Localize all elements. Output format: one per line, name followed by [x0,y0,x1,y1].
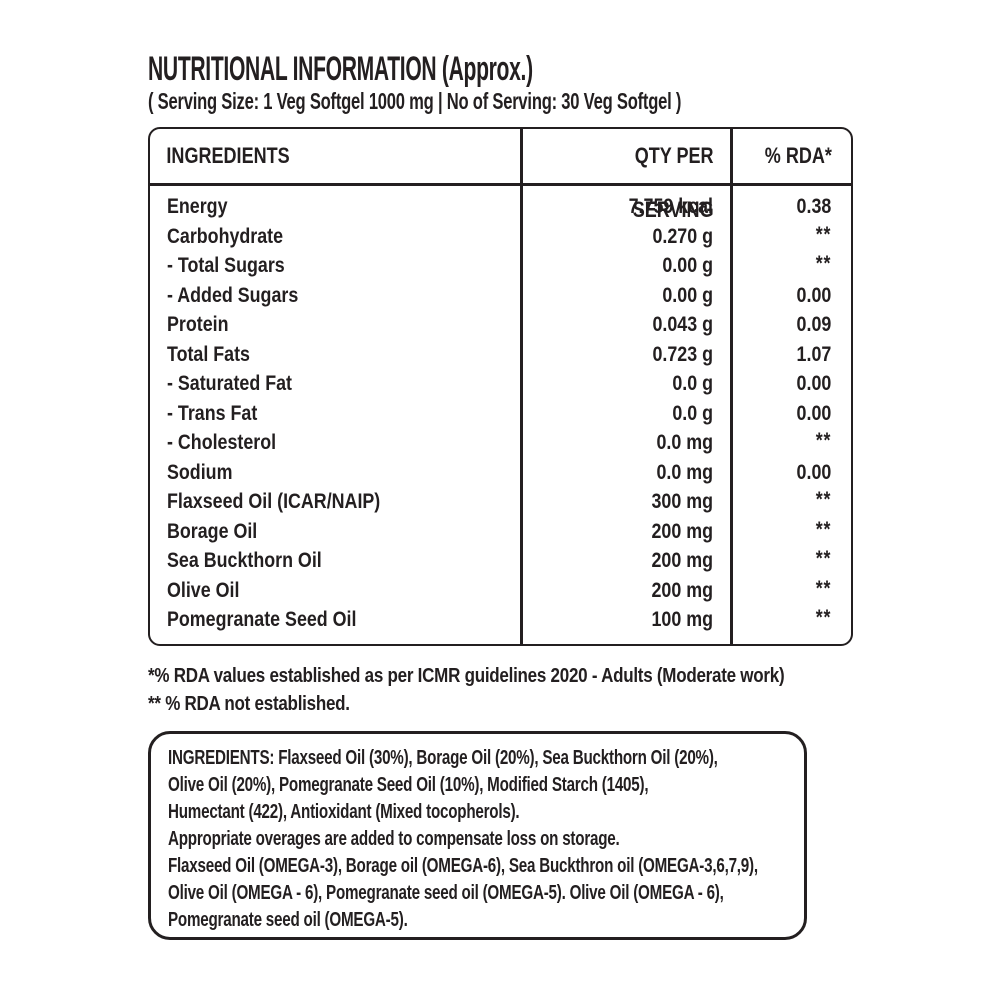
qty-per-serving-value: 0.0 g [672,401,713,425]
nutrition-table: INGREDIENTS QTY PER SERVING % RDA* Energ… [148,127,853,646]
qty-per-serving-value: 0.270 g [652,224,713,248]
table-row: Pomegranate Seed Oil 100 mg ** [150,605,851,635]
column-divider-1 [520,129,523,644]
qty-per-serving-value: 100 mg [651,608,713,631]
ingredients-box-line: Olive Oil (20%), Pomegranate Seed Oil (1… [168,774,649,796]
rda-value: 0.00 [796,372,832,395]
ingredient-name: Energy [167,195,228,218]
ingredients-box-line: Appropriate overages are added to compen… [168,828,620,850]
rda-value: 0.00 [796,283,832,307]
qty-per-serving-value: 200 mg [651,549,713,572]
ingredients-text: INGREDIENTS: Flaxseed Oil (30%), Borage … [168,745,804,934]
serving-size-line: ( Serving Size: 1 Veg Softgel 1000 mg | … [148,88,682,114]
table-row: Energy 7.759 kcal 0.38 [150,192,851,222]
rda-footnotes: *% RDA values established as per ICMR gu… [148,662,897,718]
rda-value: ** [815,222,832,246]
ingredient-name: Sea Buckthorn Oil [167,549,322,572]
rda-value: 0.00 [796,460,832,484]
rda-value: 0.00 [796,401,832,425]
ingredients-box-line: Humectant (422), Antioxidant (Mixed toco… [168,801,520,823]
footnote-line: ** % RDA not established. [148,693,350,715]
rda-value: ** [815,547,832,570]
qty-per-serving-value: 200 mg [651,519,713,543]
qty-per-serving-value: 0.723 g [652,342,713,366]
footnote-line: *% RDA values established as per ICMR gu… [148,665,785,687]
ingredient-name: Total Fats [167,342,250,366]
table-row: Protein 0.043 g 0.09 [150,310,851,340]
rda-value: ** [815,429,832,452]
qty-per-serving-value: 0.0 g [672,372,713,395]
rda-value: 0.38 [796,195,832,218]
ingredient-name: - Cholesterol [167,431,277,454]
table-row: Carbohydrate 0.270 g ** [150,222,851,252]
rda-value: ** [815,517,832,541]
rda-value: ** [815,606,832,629]
rda-value: ** [815,488,832,511]
table-row: Olive Oil 200 mg ** [150,576,851,606]
table-row: Borage Oil 200 mg ** [150,517,851,547]
rda-value: 0.09 [796,313,832,336]
table-body: Energy 7.759 kcal 0.38 Carbohydrate 0.270 g *… [150,183,851,635]
qty-per-serving-value: 0.00 g [662,283,713,307]
ingredient-name: Olive Oil [167,578,240,602]
table-row: Sodium 0.0 mg 0.00 [150,458,851,488]
table-row: - Total Sugars 0.00 g ** [150,251,851,281]
ingredient-name: Sodium [167,460,233,484]
header-divider-line [150,183,851,186]
qty-per-serving-value: 0.0 mg [656,460,713,484]
page-title: NUTRITIONAL INFORMATION (Approx.) [148,50,533,88]
qty-per-serving-value: 200 mg [651,578,713,602]
ingredient-name: - Added Sugars [167,283,299,307]
column-header-qty-per-serving: QTY PER SERVING [632,143,714,222]
table-row: Total Fats 0.723 g 1.07 [150,340,851,370]
table-row: Sea Buckthorn Oil 200 mg ** [150,546,851,576]
qty-per-serving-value: 7.759 kcal [628,195,713,218]
table-row: - Added Sugars 0.00 g 0.00 [150,281,851,311]
rda-value: 1.07 [796,342,832,366]
table-row: - Trans Fat 0.0 g 0.00 [150,399,851,429]
ingredients-box-line: INGREDIENTS: Flaxseed Oil (30%), Borage … [168,747,718,769]
column-header-rda: % RDA* [764,143,832,168]
table-row: - Saturated Fat 0.0 g 0.00 [150,369,851,399]
ingredient-name: - Saturated Fat [167,372,292,395]
table-row: - Cholesterol 0.0 mg ** [150,428,851,458]
column-divider-2 [730,129,733,644]
column-header-ingredients: INGREDIENTS [166,143,290,168]
ingredients-box-line: Olive Oil (OMEGA - 6), Pomegranate seed … [168,882,724,904]
table-row: Flaxseed Oil (ICAR/NAIP) 300 mg ** [150,487,851,517]
ingredient-name: Carbohydrate [167,224,284,248]
ingredient-name: Pomegranate Seed Oil [167,608,357,631]
rda-value: ** [815,252,832,275]
qty-per-serving-value: 0.0 mg [656,431,713,454]
ingredient-name: Protein [167,313,229,336]
ingredient-name: Flaxseed Oil (ICAR/NAIP) [167,490,381,513]
ingredients-box: INGREDIENTS: Flaxseed Oil (30%), Borage … [148,731,807,940]
qty-per-serving-value: 0.043 g [652,313,713,336]
ingredient-name: Borage Oil [167,519,258,543]
qty-per-serving-value: 300 mg [651,490,713,513]
qty-per-serving-value: 0.00 g [662,254,713,277]
table-header-row: INGREDIENTS QTY PER SERVING % RDA* [150,129,851,222]
ingredients-box-line: Flaxseed Oil (OMEGA-3), Borage oil (OMEG… [168,855,758,877]
ingredients-box-line: Pomegranate seed oil (OMEGA-5). [168,909,408,931]
rda-value: ** [815,576,832,600]
ingredient-name: - Trans Fat [167,401,258,425]
ingredient-name: - Total Sugars [167,254,285,277]
